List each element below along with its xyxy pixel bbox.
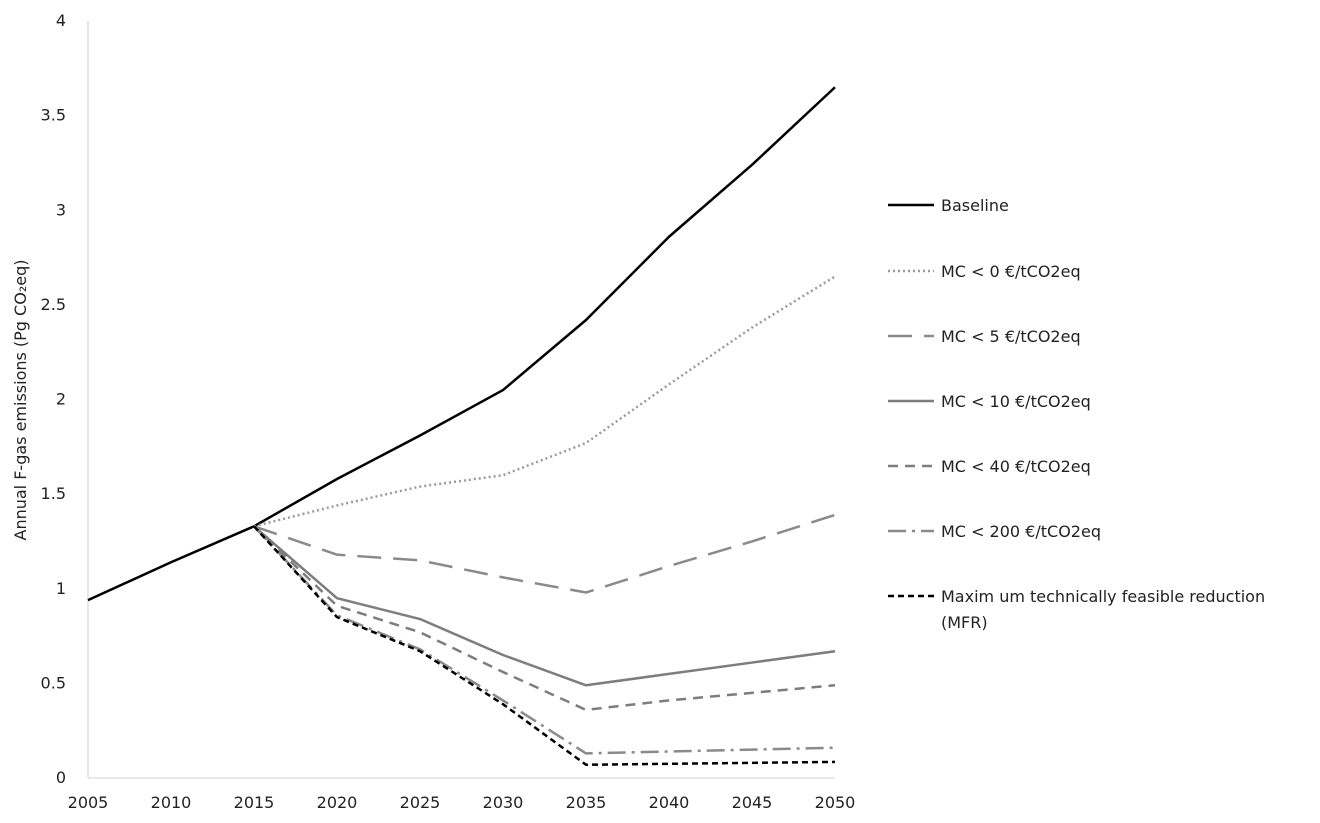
x-tick-label: 2030 [483,793,524,812]
legend-label-6: MC < 200 €/tCO2eq [941,522,1101,541]
x-tick-label: 2050 [815,793,856,812]
x-tick-label: 2025 [400,793,441,812]
legend-label-1: Baseline [941,196,1009,215]
x-axis-ticks: 2005 2010 2015 2020 2025 2030 2035 2040 2045 2050 [68,793,856,812]
y-tick-label: 3 [56,200,66,219]
y-tick-label: 0.5 [41,673,66,692]
x-tick-label: 2035 [566,793,607,812]
x-tick-label: 2005 [68,793,109,812]
y-tick-label: 1.5 [41,484,66,503]
x-tick-label: 2020 [317,793,358,812]
x-tick-label: 2010 [151,793,192,812]
y-tick-label: 4 [56,11,66,30]
legend-label-2: MC < 0 €/tCO2eq [941,262,1081,281]
legend-label-5: MC < 40 €/tCO2eq [941,457,1091,476]
series-line-1 [87,86,836,602]
x-tick-label: 2045 [732,793,773,812]
x-tick-label: 2040 [649,793,690,812]
y-axis-label: Annual F-gas emissions (Pg CO₂eq) [11,260,30,541]
series-line-7 [253,525,836,766]
series-line-2 [253,275,836,528]
legend-label-4: MC < 10 €/tCO2eq [941,392,1091,411]
series-line-6 [253,525,836,755]
legend: Baseline MC < 0 €/tCO2eq MC < 5 €/tCO2eq MC… [888,196,1265,632]
y-tick-label: 2 [56,390,66,409]
legend-label-7: (MFR) [941,613,988,632]
legend-label-3: MC < 5 €/tCO2eq [941,327,1081,346]
y-tick-label: 3.5 [41,106,66,125]
y-axis-ticks: 0 0.5 1 1.5 2 2.5 3 3.5 4 [41,11,66,787]
y-tick-label: 1 [56,579,66,598]
legend-label-7: Maxim um technically feasible reduction [941,587,1265,606]
series-line-3 [253,513,836,594]
x-tick-label: 2015 [234,793,275,812]
series-line-4 [253,525,836,687]
chart-axes [87,21,835,779]
y-tick-label: 0 [56,768,66,787]
chart-series [87,86,836,766]
y-tick-label: 2.5 [41,295,66,314]
